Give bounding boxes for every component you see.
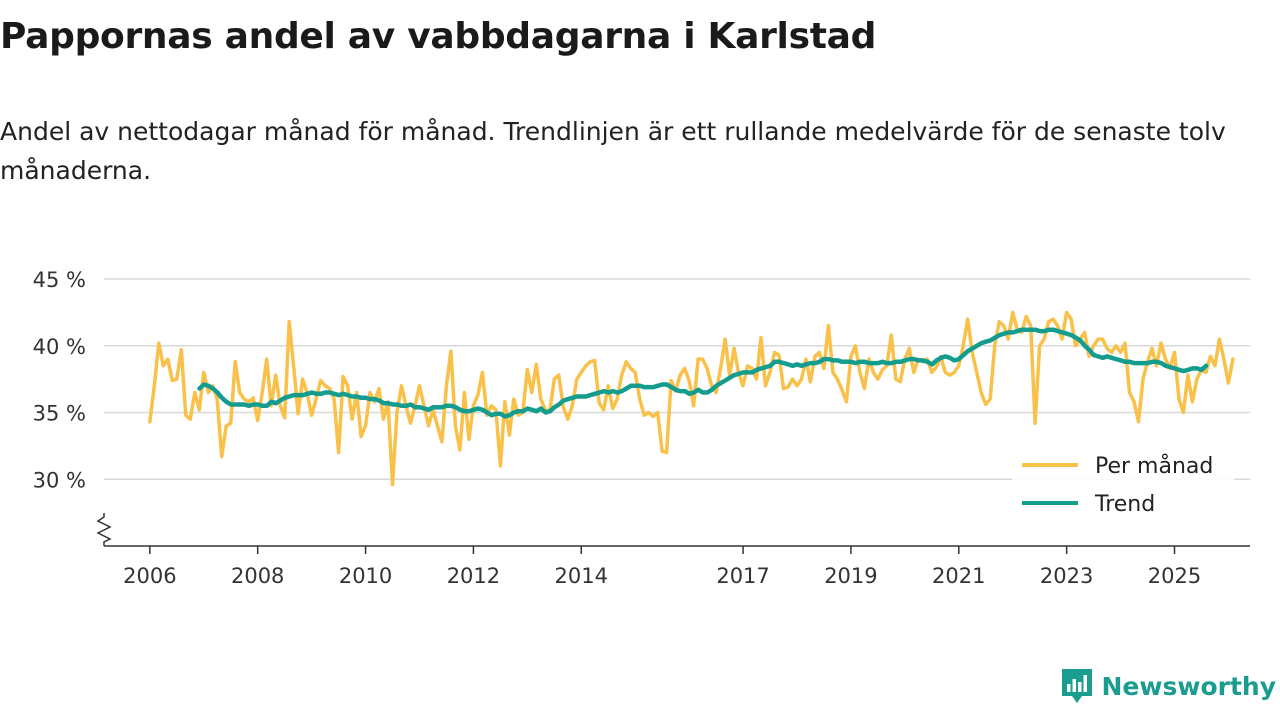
chart-subtitle: Andel av nettodagar månad för månad. Tre… [0,117,1226,185]
x-tick-label: 2006 [123,564,176,588]
axis-break-symbol [96,513,112,546]
x-tick-label: 2014 [555,564,608,588]
series-line-trend [197,327,1209,419]
chart-legend: Per månad Trend [1012,446,1234,522]
legend-label-trend: Trend [1094,492,1155,517]
x-tick-label: 2021 [932,564,985,588]
chart-title: Pappornas andel av vabbdagarna i Karlsta… [0,16,877,57]
y-tick-label: 40 % [33,335,86,359]
y-tick-label: 30 % [33,468,86,492]
x-tick-label: 2008 [231,564,284,588]
brand-name: Newsworthy [1101,671,1277,701]
legend-background [1012,446,1234,522]
x-tick-label: 2019 [824,564,877,588]
x-tick-label: 2010 [339,564,392,588]
x-axis: 2006 2008 2010 2012 2014 2017 2019 2021 2023 2025 [96,513,1250,588]
y-axis-labels: 30 % 35 % 40 % 45 % [33,268,86,492]
newsworthy-logo: Newsworthy [1060,666,1277,706]
y-tick-label: 45 % [33,268,86,292]
newsworthy-chart-icon [1061,669,1092,703]
y-tick-label: 35 % [33,402,86,426]
x-tick-label: 2023 [1040,564,1093,588]
legend-label-per-manad: Per månad [1095,453,1213,479]
series-lines [148,310,1235,487]
x-tick-label: 2012 [447,564,500,588]
x-tick-label: 2017 [716,564,769,588]
x-tick-label: 2025 [1148,564,1201,588]
